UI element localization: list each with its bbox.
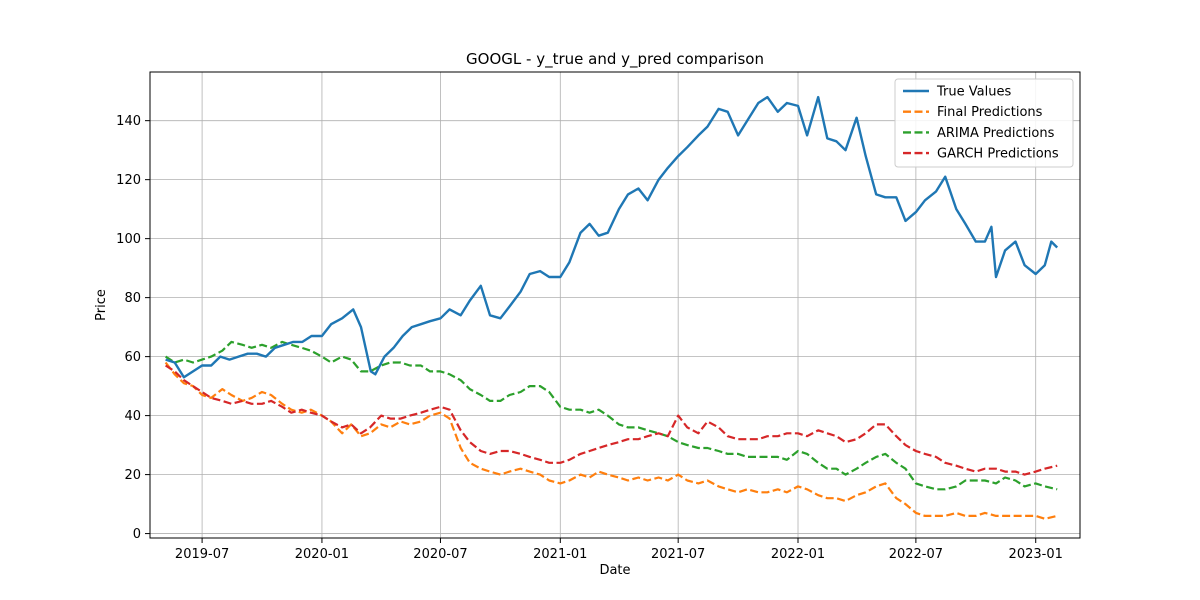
y-tick-label-0: 0 [133,527,141,542]
chart-title: GOOGL - y_true and y_pred comparison [466,50,764,69]
x-tick-label-6: 2022-07 [889,547,943,562]
series-line-0 [165,95,1059,379]
legend-label-2: ARIMA Predictions [937,126,1055,141]
x-axis-label: Date [599,563,630,578]
x-tick-label-4: 2021-07 [651,547,705,562]
series-line-1 [164,361,1058,520]
plot-frame [149,71,1081,539]
x-tick-label-7: 2023-01 [1009,547,1063,562]
y-tick-label-5: 100 [116,232,141,247]
x-tick-label-0: 2019-07 [175,547,229,562]
y-tick-label-3: 60 [124,350,141,365]
series-line-2 [165,340,1058,491]
y-tick-label-2: 40 [124,409,141,424]
x-tick-label-5: 2022-01 [771,547,825,562]
legend-label-1: Final Predictions [937,105,1043,120]
y-tick-label-6: 120 [116,173,141,188]
series-layer [164,95,1059,520]
y-axis-label: Price [94,289,109,321]
legend-label-0: True Values [936,85,1011,100]
x-tick-label-1: 2020-01 [295,547,349,562]
y-tick-label-7: 140 [116,114,141,129]
x-tick-label-2: 2020-07 [413,547,467,562]
x-tick-label-3: 2021-01 [533,547,587,562]
legend-label-3: GARCH Predictions [937,147,1059,162]
axis-ticks: 2019-07 2020-01 2020-07 2021-01 2021-07 2022-… [116,114,1063,562]
legend: True Values Final Predictions ARIMA Predic… [894,78,1074,168]
y-tick-label-1: 20 [124,468,141,483]
series-line-3 [165,364,1058,476]
legend-box [894,78,1074,168]
y-tick-label-4: 80 [124,291,141,306]
